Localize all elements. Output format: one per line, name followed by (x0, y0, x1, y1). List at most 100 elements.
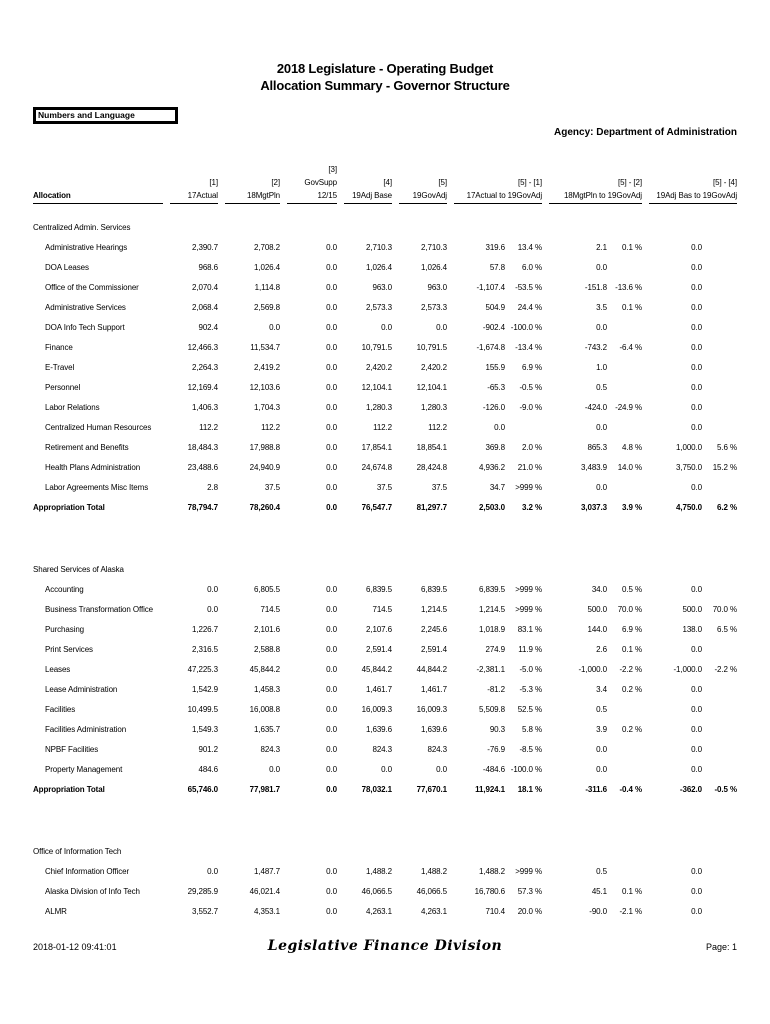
row-label: Lease Administration (45, 685, 118, 694)
cell-value: 1,461.7 (366, 685, 392, 694)
cell-value: 65,746.0 (187, 785, 218, 794)
cell-value: -13.6 % (615, 283, 642, 292)
cell-value: 1,214.5 (421, 605, 447, 614)
cell-value (607, 700, 642, 720)
cell-value: 0.0 (691, 705, 702, 714)
total-label: Appropriation Total (33, 785, 105, 794)
cell-value: 29,285.9 (187, 887, 218, 896)
cell-value (702, 238, 737, 258)
cell-value (702, 418, 737, 438)
section-name: Office of Information Tech (33, 847, 122, 856)
cell-value: 2,710.3 (421, 243, 447, 252)
cell-value: 13.4 % (517, 243, 542, 252)
cell-value: 2,264.3 (192, 363, 218, 372)
cell-value: 1,488.2 (421, 867, 447, 876)
cell-value: 2.1 (596, 243, 607, 252)
cell-value: 1,280.3 (421, 403, 447, 412)
cell-value: 0.0 (596, 765, 607, 774)
cell-value: 12,104.1 (361, 383, 392, 392)
cell-value: 0.0 (326, 907, 337, 916)
cell-value: -362.0 (679, 785, 702, 794)
cell-value: 0.0 (691, 585, 702, 594)
cell-value: -76.9 (487, 745, 505, 754)
cell-value: 12,466.3 (187, 343, 218, 352)
cell-value (702, 862, 737, 882)
cell-value: 24.4 % (517, 303, 542, 312)
cell-value: 0.0 (326, 463, 337, 472)
cell-value: 0.0 (691, 423, 702, 432)
cell-value: 824.3 (372, 745, 392, 754)
cell-value: -1,000.0 (673, 665, 702, 674)
row-label: Purchasing (45, 625, 85, 634)
column-header-tag: [5] (438, 178, 447, 187)
cell-value: 3,037.3 (581, 503, 607, 512)
cell-value: 0.0 (326, 605, 337, 614)
cell-value (702, 700, 737, 720)
cell-value: 0.0 (326, 725, 337, 734)
cell-value: 0.0 (691, 283, 702, 292)
cell-value: 16,008.8 (249, 705, 280, 714)
cell-value: 52.5 % (517, 705, 542, 714)
table-header-row: Allocation [1] 17Actual [2] 18MgtPln [3] GovSu… (33, 163, 737, 204)
row-label: Administrative Services (45, 303, 126, 312)
cell-value: 12,104.1 (416, 383, 447, 392)
column-header-tag: [4] (383, 178, 392, 187)
cell-value: 2.8 (207, 483, 218, 492)
cell-value: -24.9 % (615, 403, 642, 412)
cell-value: 6,839.5 (421, 585, 447, 594)
cell-value (505, 418, 542, 438)
cell-value: 0.0 (326, 745, 337, 754)
cell-value: 28,424.8 (416, 463, 447, 472)
total-label: Appropriation Total (33, 503, 105, 512)
numbers-and-language-tab[interactable]: Numbers and Language (33, 107, 178, 124)
cell-value: 112.2 (199, 423, 218, 432)
cell-value: 144.0 (587, 625, 607, 634)
column-header-1: [2] 18MgtPln (218, 176, 280, 204)
cell-value: -2,381.1 (476, 665, 505, 674)
cell-value: 0.0 (326, 765, 337, 774)
cell-value (702, 258, 737, 278)
cell-value: 45,844.2 (361, 665, 392, 674)
cell-value: 1,488.2 (366, 867, 392, 876)
cell-value (607, 418, 642, 438)
cell-value: 2,316.5 (192, 645, 218, 654)
cell-value (702, 298, 737, 318)
table-row: E-Travel 2,264.3 2,419.2 0.0 2,420.2 2,420.2 1… (33, 358, 737, 378)
column-header-allocation: Allocation (33, 176, 163, 204)
cell-value: 1,000.0 (676, 443, 702, 452)
cell-value: 6,805.5 (254, 585, 280, 594)
cell-value: 0.5 (596, 867, 607, 876)
cell-value: 1,026.4 (254, 263, 280, 272)
cell-value: 1,226.7 (192, 625, 218, 634)
cell-value: 319.6 (485, 243, 505, 252)
column-header-tag: [2] (271, 178, 280, 187)
cell-value (702, 478, 737, 498)
row-label: Administrative Hearings (45, 243, 128, 252)
cell-value: 1,214.5 (479, 605, 505, 614)
table-row: Leases 47,225.3 45,844.2 0.0 45,844.2 44,844.… (33, 660, 737, 680)
table-row: Administrative Hearings 2,390.7 2,708.2 0.0… (33, 238, 737, 258)
footer-division-name: Legislative Finance Division (267, 938, 503, 954)
cell-value: 5.8 % (522, 725, 542, 734)
section-name: Shared Services of Alaska (33, 565, 124, 574)
cell-value: 24,674.8 (361, 463, 392, 472)
cell-value: 2,573.3 (421, 303, 447, 312)
cell-value: 6,839.5 (479, 585, 505, 594)
cell-value: 34.7 (489, 483, 505, 492)
table-section: Centralized Admin. Services Administrativ… (33, 218, 737, 518)
cell-value: 11.9 % (518, 645, 542, 654)
cell-value: 11,924.1 (475, 785, 505, 794)
row-label: Alaska Division of Info Tech (45, 887, 140, 896)
row-label: DOA Leases (45, 263, 89, 272)
cell-value: 0.0 (596, 263, 607, 272)
cell-value: 1,635.7 (254, 725, 280, 734)
cell-value: 10,791.5 (416, 343, 447, 352)
column-header-tag: [5] - [4] (713, 178, 737, 187)
cell-value: 968.6 (198, 263, 218, 272)
cell-value: 3,750.0 (676, 463, 702, 472)
cell-value: 3.9 (596, 725, 607, 734)
page-footer: 2018-01-12 09:41:01 Legislative Finance … (33, 938, 737, 958)
cell-value: 3,552.7 (192, 907, 218, 916)
row-label: Chief Information Officer (45, 867, 130, 876)
